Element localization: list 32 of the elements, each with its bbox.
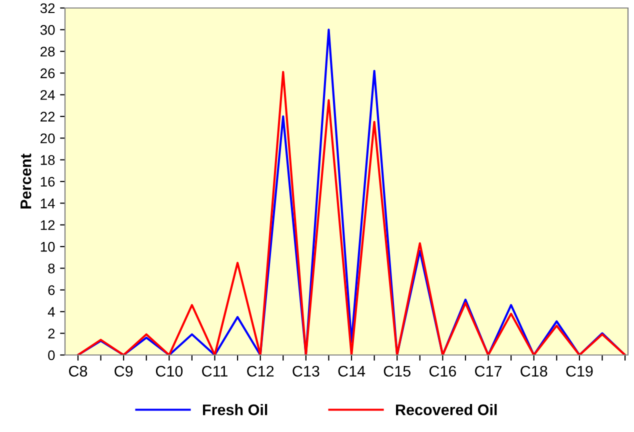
x-tick-label: C9	[114, 366, 133, 377]
y-tick-label: 14	[40, 198, 55, 208]
y-tick-label: 20	[40, 133, 55, 144]
x-tick-label: C11	[202, 366, 228, 377]
x-tick-label: C8	[69, 366, 88, 377]
y-tick-label: 28	[40, 46, 55, 57]
x-tick-label: C15	[384, 366, 410, 377]
y-tick-label: 24	[40, 90, 55, 100]
legend-label: Fresh Oil	[202, 404, 268, 416]
x-tick-label: C18	[520, 366, 548, 377]
x-tick-label: C10	[156, 366, 183, 377]
y-axis-title: Percent	[20, 154, 32, 208]
y-tick-label: 2	[48, 328, 55, 338]
y-tick-label: 12	[40, 220, 55, 230]
x-tick-label: C13	[292, 366, 320, 377]
y-tick-label: 8	[48, 264, 55, 274]
x-tick-label: C14	[338, 366, 366, 377]
y-tick-label: 6	[48, 285, 55, 296]
y-tick-label: 0	[48, 350, 55, 360]
y-tick-label: 26	[40, 68, 55, 78]
y-tick-label: 10	[40, 242, 55, 252]
y-tick-label: 30	[40, 25, 55, 35]
y-tick-label: 32	[40, 3, 55, 14]
x-tick-label: C16	[429, 366, 456, 377]
y-tick-label: 4	[48, 307, 55, 317]
y-tick-label: 18	[40, 155, 55, 165]
y-tick-label: 16	[40, 176, 55, 187]
y-tick-label: 22	[40, 112, 55, 122]
x-tick-label: C12	[247, 366, 274, 377]
x-tick-label: C19	[566, 366, 593, 377]
legend-label: Recovered Oil	[396, 404, 497, 416]
x-tick-label: C17	[475, 366, 502, 377]
